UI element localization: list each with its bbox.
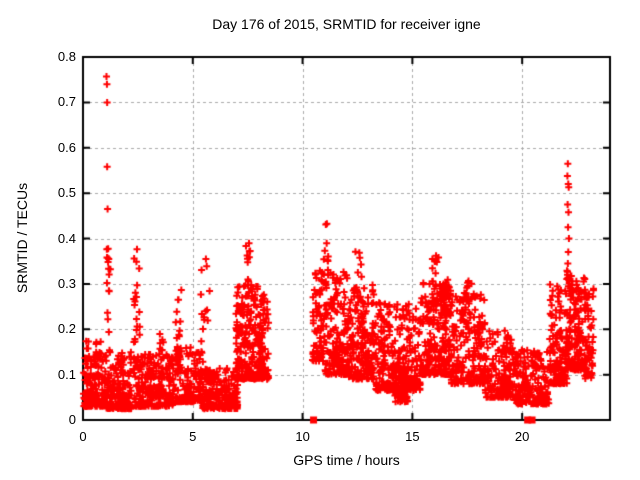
y-tick-label-0.7: 0.7	[57, 94, 76, 110]
y-tick-label-0.4: 0.4	[57, 230, 76, 246]
y-tick-label-0.8: 0.8	[57, 49, 76, 64]
y-tick-label-0.2: 0.2	[57, 321, 76, 337]
y-tick-label-0.6: 0.6	[57, 139, 76, 155]
y-tick-label-0: 0	[68, 412, 76, 427]
chart-title: Day 176 of 2015, SRMTID for receiver ign…	[212, 16, 481, 32]
x-axis-label: GPS time / hours	[293, 452, 400, 468]
x-tick-label-15: 15	[405, 429, 420, 444]
y-tick-label-0.5: 0.5	[57, 185, 76, 201]
x-tick-label-10: 10	[295, 429, 310, 444]
y-tick-label-0.1: 0.1	[57, 366, 76, 382]
x-tick-label-20: 20	[514, 429, 530, 444]
x-tick-label-0: 0	[79, 429, 87, 444]
y-tick-label-0.3: 0.3	[57, 275, 76, 291]
x-tick-label-5: 5	[189, 429, 197, 444]
